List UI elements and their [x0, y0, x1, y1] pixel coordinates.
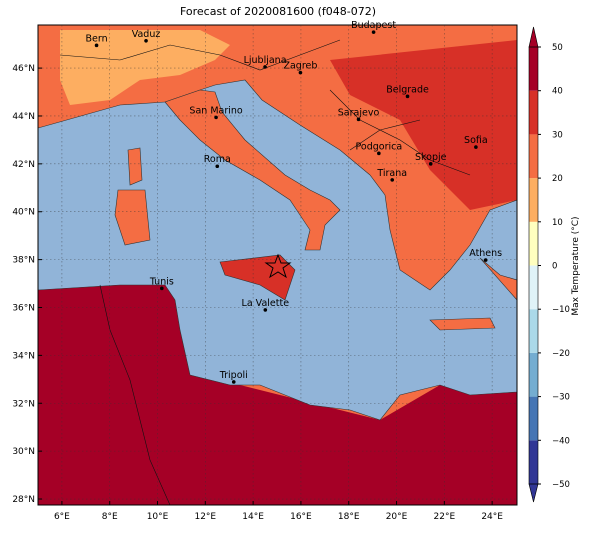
- city-label: Sofia: [464, 135, 488, 146]
- colorbar-tick-label: −20: [552, 349, 570, 359]
- city-label: Bern: [85, 33, 107, 44]
- y-tick-label: 36°N: [12, 303, 35, 313]
- sardinia: [114, 189, 151, 246]
- city-label: Skopje: [415, 152, 447, 163]
- colorbar-tick-label: 10: [552, 218, 563, 228]
- x-tick-label: 12°E: [194, 512, 216, 522]
- colorbar-tick-label: −50: [552, 480, 570, 490]
- city-dot: [377, 151, 381, 156]
- city-label: La Valette: [242, 298, 290, 309]
- y-tick-label: 30°N: [12, 447, 35, 457]
- y-tick-label: 34°N: [12, 351, 35, 361]
- city-label: Tunis: [149, 276, 174, 287]
- y-tick-label: 40°N: [12, 208, 35, 218]
- star-marker: [264, 253, 292, 279]
- x-tick-label: 16°E: [290, 512, 312, 522]
- x-tick-label: 18°E: [338, 512, 360, 522]
- y-tick-label: 38°N: [12, 256, 35, 266]
- y-tick-label: 32°N: [12, 399, 35, 409]
- city-dot: [231, 380, 236, 384]
- colorbar-tick-label: 40: [552, 87, 563, 97]
- city-dot: [214, 115, 218, 120]
- city-dot: [263, 65, 267, 69]
- colorbar-tick-label: −30: [552, 393, 570, 403]
- city-dot: [483, 258, 488, 262]
- colorbar-tick-label: 30: [552, 130, 563, 140]
- colorbar-bin: [529, 440, 538, 484]
- city-label: Athens: [469, 248, 502, 259]
- city-label: Budapest: [351, 20, 396, 31]
- city-dot: [356, 117, 361, 122]
- city-label: San Marino: [189, 105, 242, 116]
- city-label: Roma: [204, 154, 231, 165]
- city-dot: [371, 30, 376, 34]
- corsica: [127, 147, 143, 186]
- city-label: Podgorica: [356, 141, 403, 152]
- colorbar-bin: [529, 221, 538, 266]
- colorbar-tick-label: −10: [552, 305, 570, 315]
- y-tick-label: 46°N: [12, 64, 35, 74]
- city-dot: [215, 164, 220, 169]
- city-label: Sarajevo: [338, 107, 380, 118]
- y-tick-label: 28°N: [12, 495, 35, 505]
- colorbar-bin: [529, 352, 538, 397]
- colorbar-arrow-bottom: [528, 483, 539, 503]
- colorbar-bin: [529, 396, 538, 441]
- x-tick-label: 6°E: [54, 512, 70, 522]
- city-dot: [390, 178, 395, 182]
- colorbar-tick-label: −40: [552, 436, 570, 446]
- city-dot: [428, 162, 433, 166]
- colorbar-tick-label: 50: [552, 43, 563, 53]
- y-tick-label: 44°N: [12, 112, 35, 122]
- x-tick-label: 24°E: [481, 512, 503, 522]
- x-tick-label: 20°E: [386, 512, 408, 522]
- city-label: Belgrade: [386, 84, 429, 95]
- city-dot: [160, 286, 164, 291]
- city-dot: [474, 145, 478, 149]
- africa: [38, 280, 517, 505]
- city-label: Tirana: [376, 168, 407, 179]
- city-dot: [94, 43, 99, 48]
- city-dot: [298, 70, 303, 75]
- colorbar-bin: [529, 309, 538, 353]
- colorbar-bin: [529, 134, 538, 179]
- city-dot: [144, 39, 148, 43]
- x-tick-label: 22°E: [434, 512, 456, 522]
- colorbar-arrow-top: [528, 26, 539, 48]
- y-tick-label: 42°N: [12, 160, 35, 170]
- colorbar-label: Max Temperature (°C): [571, 216, 581, 315]
- x-tick-label: 8°E: [102, 512, 118, 522]
- city-label: Tripoli: [219, 370, 248, 381]
- city-dot: [263, 308, 268, 312]
- colorbar-bin: [529, 47, 538, 91]
- city-label: Ljubljana: [244, 55, 287, 66]
- city-dot: [405, 94, 410, 99]
- colorbar-bin: [529, 178, 538, 222]
- map-frame: [37, 24, 518, 506]
- city-label: Vaduz: [132, 29, 161, 40]
- title: Forecast of 2020081600 (f048-072): [180, 5, 376, 18]
- colorbar-bin: [529, 90, 538, 135]
- balkan-zone: [330, 40, 517, 210]
- x-tick-label: 10°E: [147, 512, 169, 522]
- italy: [164, 89, 341, 251]
- borders: [59, 39, 471, 505]
- city-label: Zagreb: [283, 61, 317, 72]
- crete: [429, 317, 496, 331]
- x-tick-label: 14°E: [242, 512, 264, 522]
- sicily: [219, 254, 296, 301]
- colorbar-tick-label: 20: [552, 174, 563, 184]
- colorbar-bin: [529, 265, 538, 310]
- map-layers: [38, 25, 517, 505]
- colorbar-tick-label: 0: [552, 262, 557, 272]
